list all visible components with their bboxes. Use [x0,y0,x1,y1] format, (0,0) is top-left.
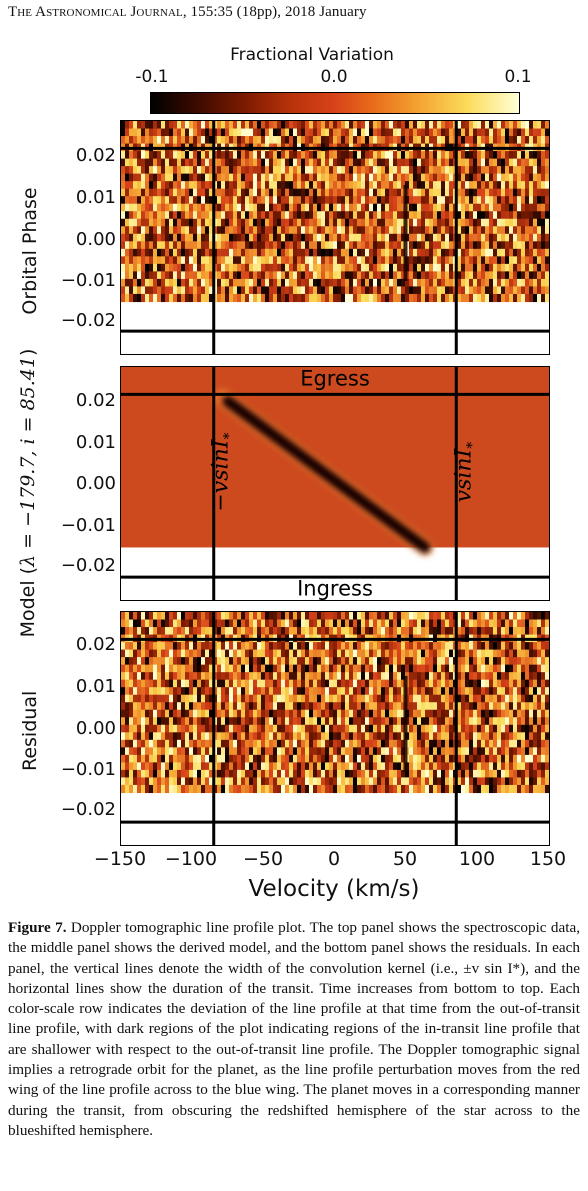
colorbar [150,92,520,114]
panel-model: Egress Ingress −vsinI* vsinI* [120,366,550,601]
ylabel-model-suffix: ) [17,348,39,357]
colorbar-tick-max: 0.1 [504,67,532,87]
colorbar-tick-mid: 0.0 [320,67,348,87]
xtick-1: −100 [164,848,218,870]
panel-model-heatmap: Egress Ingress −vsinI* vsinI* [121,367,549,600]
model-planet-trace [222,395,431,553]
x-axis-label: Velocity (km/s) [248,876,420,902]
caption-text: Doppler tomographic line profile plot. T… [8,919,580,1139]
panel-data [120,120,550,355]
model-background [121,367,549,548]
vsini-left-label: −vsinI* [209,433,238,512]
panel-residual [120,611,550,846]
data-texture [121,121,549,303]
ytick-bot-0: 0.02 [75,634,116,655]
residual-dark-stripe [403,675,408,772]
xtick-2: −50 [242,848,284,870]
ylabel-residual: Residual [19,690,41,771]
panel-data-heatmap [121,121,549,354]
ytick-bot-4: −0.02 [60,799,116,820]
data-dark-stripe [403,184,408,281]
caption-label: Figure 7. [8,919,67,936]
colorbar-tick-min: -0.1 [135,67,169,87]
ytick-bot-2: 0.00 [75,718,116,739]
ytick-top-0: 0.02 [75,145,116,166]
ytick-mid-1: 0.01 [75,432,116,453]
ytick-top-4: −0.02 [60,310,116,331]
ytick-mid-0: 0.02 [75,390,116,411]
ylabel-orbital-phase: Orbital Phase [19,187,41,315]
ytick-mid-2: 0.00 [75,473,116,494]
xtick-0: −150 [93,848,147,870]
panel-residual-heatmap [121,612,549,845]
ingress-label: Ingress [297,577,373,600]
journal-header: The Astronomical Journal, 155:35 (18pp),… [8,4,367,21]
ytick-mid-4: −0.02 [60,555,116,576]
journal-name: The Astronomical Journal [8,4,183,20]
figure-caption: Figure 7. Doppler tomographic line profi… [8,918,580,1141]
ytick-mid-3: −0.01 [60,515,116,536]
ytick-top-3: −0.01 [60,270,116,291]
journal-citation: , 155:35 (18pp), 2018 January [182,4,367,20]
xtick-3: 0 [327,848,341,870]
xtick-4: 50 [392,848,418,870]
ytick-bot-3: −0.01 [60,759,116,780]
vsini-right-label: vsinI* [451,442,480,503]
colorbar-title: Fractional Variation [230,45,394,65]
ylabel-model: Model (λ = −179.7, i = 85.41) [17,343,39,643]
ytick-bot-1: 0.01 [75,676,116,697]
ylabel-model-params: λ = −179.7, i = 85.41 [17,356,39,567]
xtick-6: 150 [529,848,567,870]
xtick-5: 100 [458,848,496,870]
ytick-top-2: 0.00 [75,229,116,250]
egress-label: Egress [300,367,370,390]
ylabel-model-prefix: Model ( [17,566,39,638]
ytick-top-1: 0.01 [75,187,116,208]
